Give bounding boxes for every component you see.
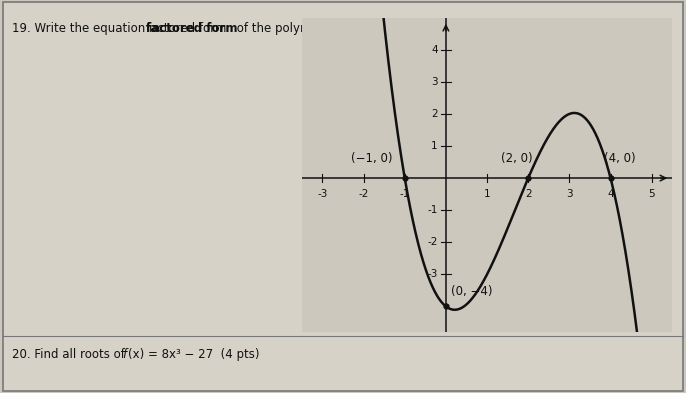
Text: (x) = 8x³ − 27  (4 pts): (x) = 8x³ − 27 (4 pts)	[128, 348, 259, 361]
Text: 3: 3	[431, 77, 438, 87]
Text: -2: -2	[358, 189, 369, 199]
Text: -3: -3	[317, 189, 328, 199]
Text: (4, 0): (4, 0)	[604, 152, 636, 165]
Text: factored form: factored form	[146, 22, 237, 35]
Text: (−1, 0): (−1, 0)	[351, 152, 392, 165]
Text: 4: 4	[607, 189, 614, 199]
Text: 20. Find all roots of: 20. Find all roots of	[12, 348, 129, 361]
Text: 4: 4	[431, 45, 438, 55]
Text: 3: 3	[566, 189, 573, 199]
Text: 2: 2	[431, 109, 438, 119]
Text: (0, −4): (0, −4)	[451, 285, 493, 298]
Text: -1: -1	[399, 189, 410, 199]
Text: 5: 5	[648, 189, 655, 199]
Text: f: f	[122, 348, 126, 361]
Text: -1: -1	[427, 205, 438, 215]
Text: -3: -3	[427, 269, 438, 279]
Text: 1: 1	[484, 189, 490, 199]
Text: (2, 0): (2, 0)	[501, 152, 533, 165]
Text: 2: 2	[525, 189, 532, 199]
Text: factored form: factored form	[146, 22, 226, 35]
Text: 1: 1	[431, 141, 438, 151]
Text: -2: -2	[427, 237, 438, 247]
Text: 19. Write the equation in: 19. Write the equation in	[12, 22, 164, 35]
Text: of the polynomial function (4 pts): of the polynomial function (4 pts)	[233, 22, 435, 35]
